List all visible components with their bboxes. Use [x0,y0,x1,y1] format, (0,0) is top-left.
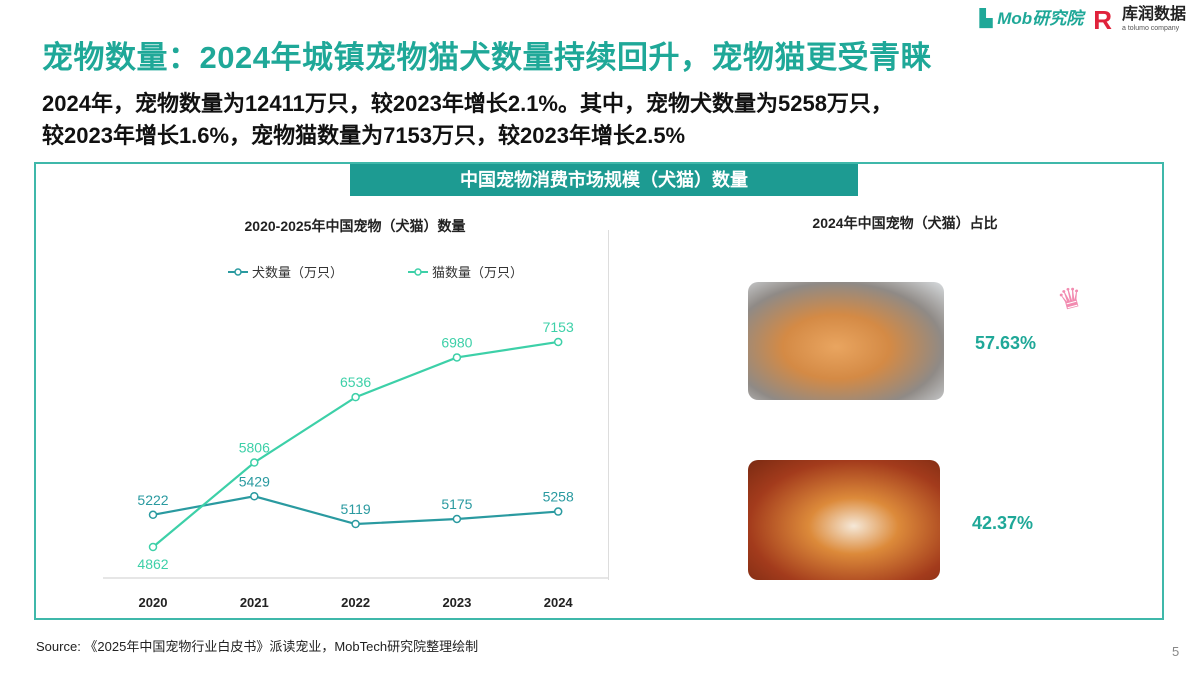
page-title: 宠物数量：2024年城镇宠物猫犬数量持续回升，宠物猫更受青睐 [42,40,932,75]
data-point [351,519,360,529]
legend-marker [234,268,242,276]
content-frame [34,162,1164,620]
data-label: 5175 [441,496,472,512]
data-label: 4862 [137,556,168,572]
data-point [148,542,158,552]
x-tick-label: 2020 [139,595,168,610]
data-label: 5429 [239,473,270,489]
data-point [148,510,158,520]
cat-photo [748,282,944,400]
cat-share: 57.63% [975,333,1037,353]
divider [608,230,609,580]
data-label: 6536 [340,374,371,390]
data-label: 7153 [543,319,574,335]
share-title: 2024年中国宠物（犬猫）占比 [812,215,998,231]
logos: ▙ Mob研究院 R 库润数据 a tolumo company [979,6,1186,34]
legend-marker [414,268,422,276]
source-note: Source: 《2025年中国宠物行业白皮书》派读宠业，MobTech研究院整… [36,639,479,654]
section-banner: 中国宠物消费市场规模（犬猫）数量 [350,164,858,196]
x-tick-label: 2024 [544,595,574,610]
mob-logo-text: Mob研究院 [997,9,1084,28]
data-label: 5258 [543,489,574,505]
x-tick-label: 2023 [442,595,471,610]
page-number: 5 [1172,644,1180,659]
kurun-logo-text: 库润数据 [1121,6,1186,23]
legend-label: 猫数量（万只） [432,265,523,280]
dog-share: 42.37% [972,513,1034,533]
building-icon: ▙ [979,9,993,28]
subtitle-line-2: 较2023年增长1.6%，宠物猫数量为7153万只，较2023年增长2.5% [42,123,686,148]
data-point [250,492,259,501]
data-label: 5119 [341,501,371,517]
data-point [452,353,462,362]
data-point [553,507,563,516]
data-point [351,392,360,402]
header: 宠物数量：2024年城镇宠物猫犬数量持续回升，宠物猫更受青睐 2024年，宠物数… [42,38,1192,152]
chart-title: 2020-2025年中国宠物（犬猫）数量 [244,218,466,234]
data-label: 5806 [239,440,270,456]
data-point [250,458,259,467]
data-point [452,514,462,524]
data-label: 5222 [137,492,168,508]
kurun-r-icon: R [1093,5,1112,35]
data-point [553,337,563,347]
mob-logo: ▙ Mob研究院 [979,6,1083,32]
x-tick-label: 2021 [240,595,269,610]
subtitle-line-1: 2024年，宠物数量为12411万只，较2023年增长2.1%。其中，宠物犬数量… [42,91,893,116]
dog-photo [748,460,940,580]
kurun-logo: 库润数据 a tolumo company [1122,6,1186,33]
x-tick-label: 2022 [341,595,370,610]
kurun-logo-sub: a tolumo company [1121,25,1180,32]
legend-label: 犬数量（万只） [252,265,343,280]
data-label: 6980 [441,334,472,350]
